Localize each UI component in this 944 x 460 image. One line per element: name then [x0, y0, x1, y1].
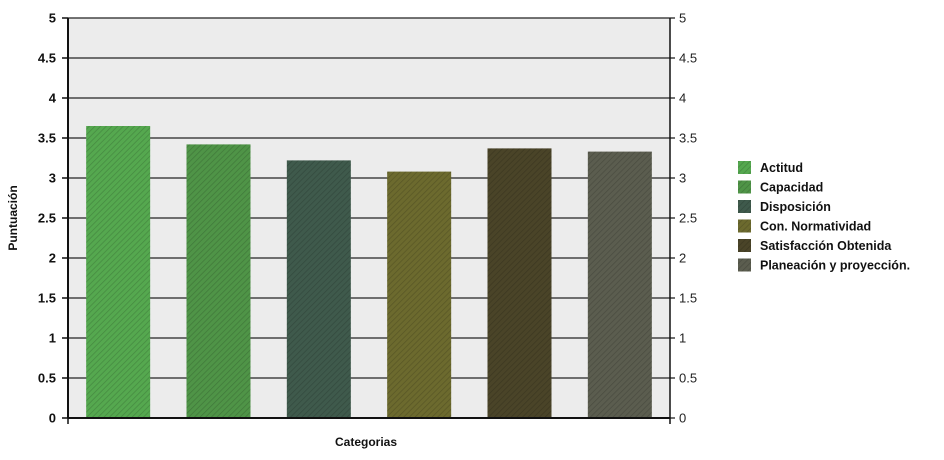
bar-texture — [286, 160, 351, 418]
right-tick-label: 2.5 — [679, 211, 697, 226]
legend-swatch-texture — [738, 239, 751, 252]
bar-texture — [487, 148, 552, 418]
right-tick-label: 5 — [679, 11, 686, 26]
legend-label: Disposición — [760, 200, 831, 214]
legend-label: Planeación y proyección. — [760, 259, 910, 273]
right-tick-label: 1.5 — [679, 291, 697, 306]
left-tick-label: 0 — [49, 411, 56, 426]
y-axis-title: Puntuación — [6, 185, 20, 250]
grid-lines — [68, 17, 670, 419]
bar-texture — [587, 151, 652, 418]
right-tick-label: 3 — [679, 171, 686, 186]
legend-swatch-texture — [738, 161, 751, 174]
right-tick-label: 4.5 — [679, 51, 697, 66]
right-tick-label: 0.5 — [679, 371, 697, 386]
right-tick-label: 0 — [679, 411, 686, 426]
legend-label: Satisfacción Obtenida — [760, 239, 892, 253]
left-tick-label: 5 — [49, 11, 56, 26]
right-tick-label: 1 — [679, 331, 686, 346]
legend-label: Con. Normatividad — [760, 220, 871, 234]
legend-swatch-texture — [738, 219, 751, 233]
left-axis-ticks: 0 0.5 1 1.5 2 2.5 3 3.5 4 4.5 5 — [38, 11, 68, 426]
left-tick-label: 0.5 — [38, 371, 56, 386]
left-tick-label: 4 — [49, 91, 57, 106]
right-axis-ticks: 0 0.5 1 1.5 2 2.5 3 3.5 4 4.5 5 — [670, 11, 697, 426]
legend-swatch-texture — [738, 200, 751, 213]
left-tick-label: 3.5 — [38, 131, 56, 146]
legend-label: Capacidad — [760, 181, 823, 195]
left-tick-label: 3 — [49, 171, 56, 186]
left-tick-label: 2 — [49, 251, 56, 266]
bar-texture — [86, 126, 151, 418]
legend-label: Actitud — [760, 161, 803, 175]
bars — [86, 126, 652, 418]
left-tick-label: 1.5 — [38, 291, 56, 306]
legend: Actitud Capacidad Disposición Con. Normativ… — [738, 161, 910, 273]
right-tick-label: 2 — [679, 251, 686, 266]
right-tick-label: 4 — [679, 91, 686, 106]
bar-texture — [186, 144, 251, 418]
right-tick-label: 3.5 — [679, 131, 697, 146]
x-axis-title: Categorias — [335, 435, 397, 449]
bar-texture — [387, 171, 452, 418]
left-tick-label: 4.5 — [38, 51, 56, 66]
legend-swatch-texture — [738, 258, 751, 272]
left-tick-label: 1 — [49, 331, 56, 346]
left-tick-label: 2.5 — [38, 211, 56, 226]
legend-swatch-texture — [738, 180, 751, 194]
